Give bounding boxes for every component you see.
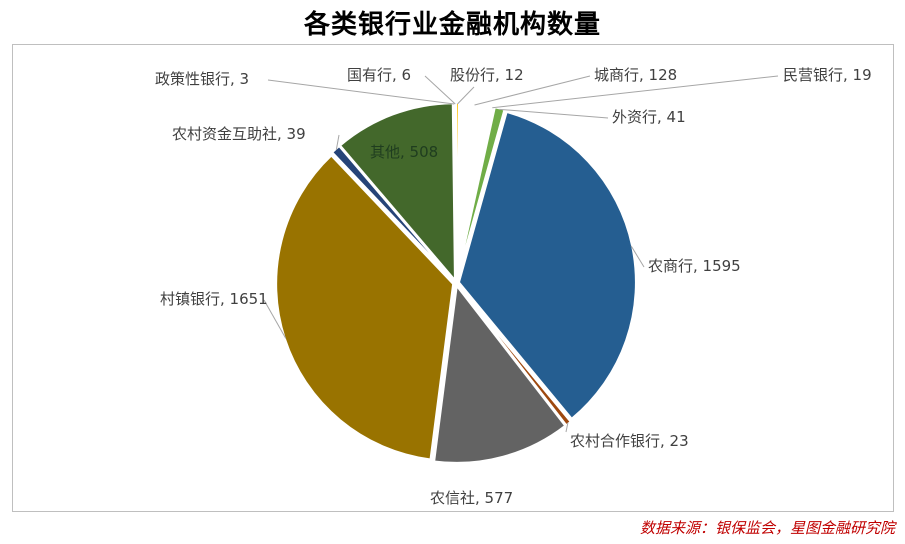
leader-line-农村资金互助社 — [335, 134, 340, 151]
pie-slice-农村资金互助社 — [330, 144, 455, 282]
leader-line-政策性银行 — [267, 79, 455, 105]
pie-slice-农商行 — [457, 110, 637, 421]
pie-slice-村镇银行 — [275, 154, 455, 461]
data-label-国有行: 国有行, 6 — [347, 66, 411, 84]
data-label-农村合作银行: 农村合作银行, 23 — [570, 432, 689, 450]
chart-frame — [12, 44, 894, 512]
source-note: 数据来源：银保监会，星图金融研究院 — [639, 519, 895, 537]
data-label-农商行: 农商行, 1595 — [648, 257, 741, 275]
pie-slice-农信社 — [433, 283, 567, 464]
pie-slice-农村合作银行 — [457, 284, 573, 427]
data-label-股份行: 股份行, 12 — [450, 66, 524, 84]
leader-line-民营银行 — [492, 75, 779, 109]
data-label-城商行: 城商行, 128 — [594, 66, 677, 84]
data-label-村镇银行: 村镇银行, 1651 — [160, 290, 268, 308]
leader-line-国有行 — [424, 75, 456, 105]
data-label-外资行: 外资行, 41 — [612, 108, 686, 126]
data-label-政策性银行: 政策性银行, 3 — [155, 70, 249, 88]
leader-line-股份行 — [457, 86, 475, 105]
pie-slice-其他 — [338, 102, 456, 283]
leader-line-城商行 — [474, 75, 591, 106]
data-label-其他: 其他, 508 — [370, 143, 438, 161]
data-label-民营银行: 民营银行, 19 — [783, 66, 872, 84]
data-label-农村资金互助社: 农村资金互助社, 39 — [172, 125, 306, 143]
leader-line-农商行 — [630, 245, 645, 268]
leader-line-农村合作银行 — [565, 422, 569, 433]
leader-line-外资行 — [499, 108, 609, 119]
leader-line-村镇银行 — [263, 299, 287, 339]
data-label-农信社: 农信社, 577 — [430, 489, 513, 507]
chart-title: 各类银行业金融机构数量 — [303, 10, 601, 40]
